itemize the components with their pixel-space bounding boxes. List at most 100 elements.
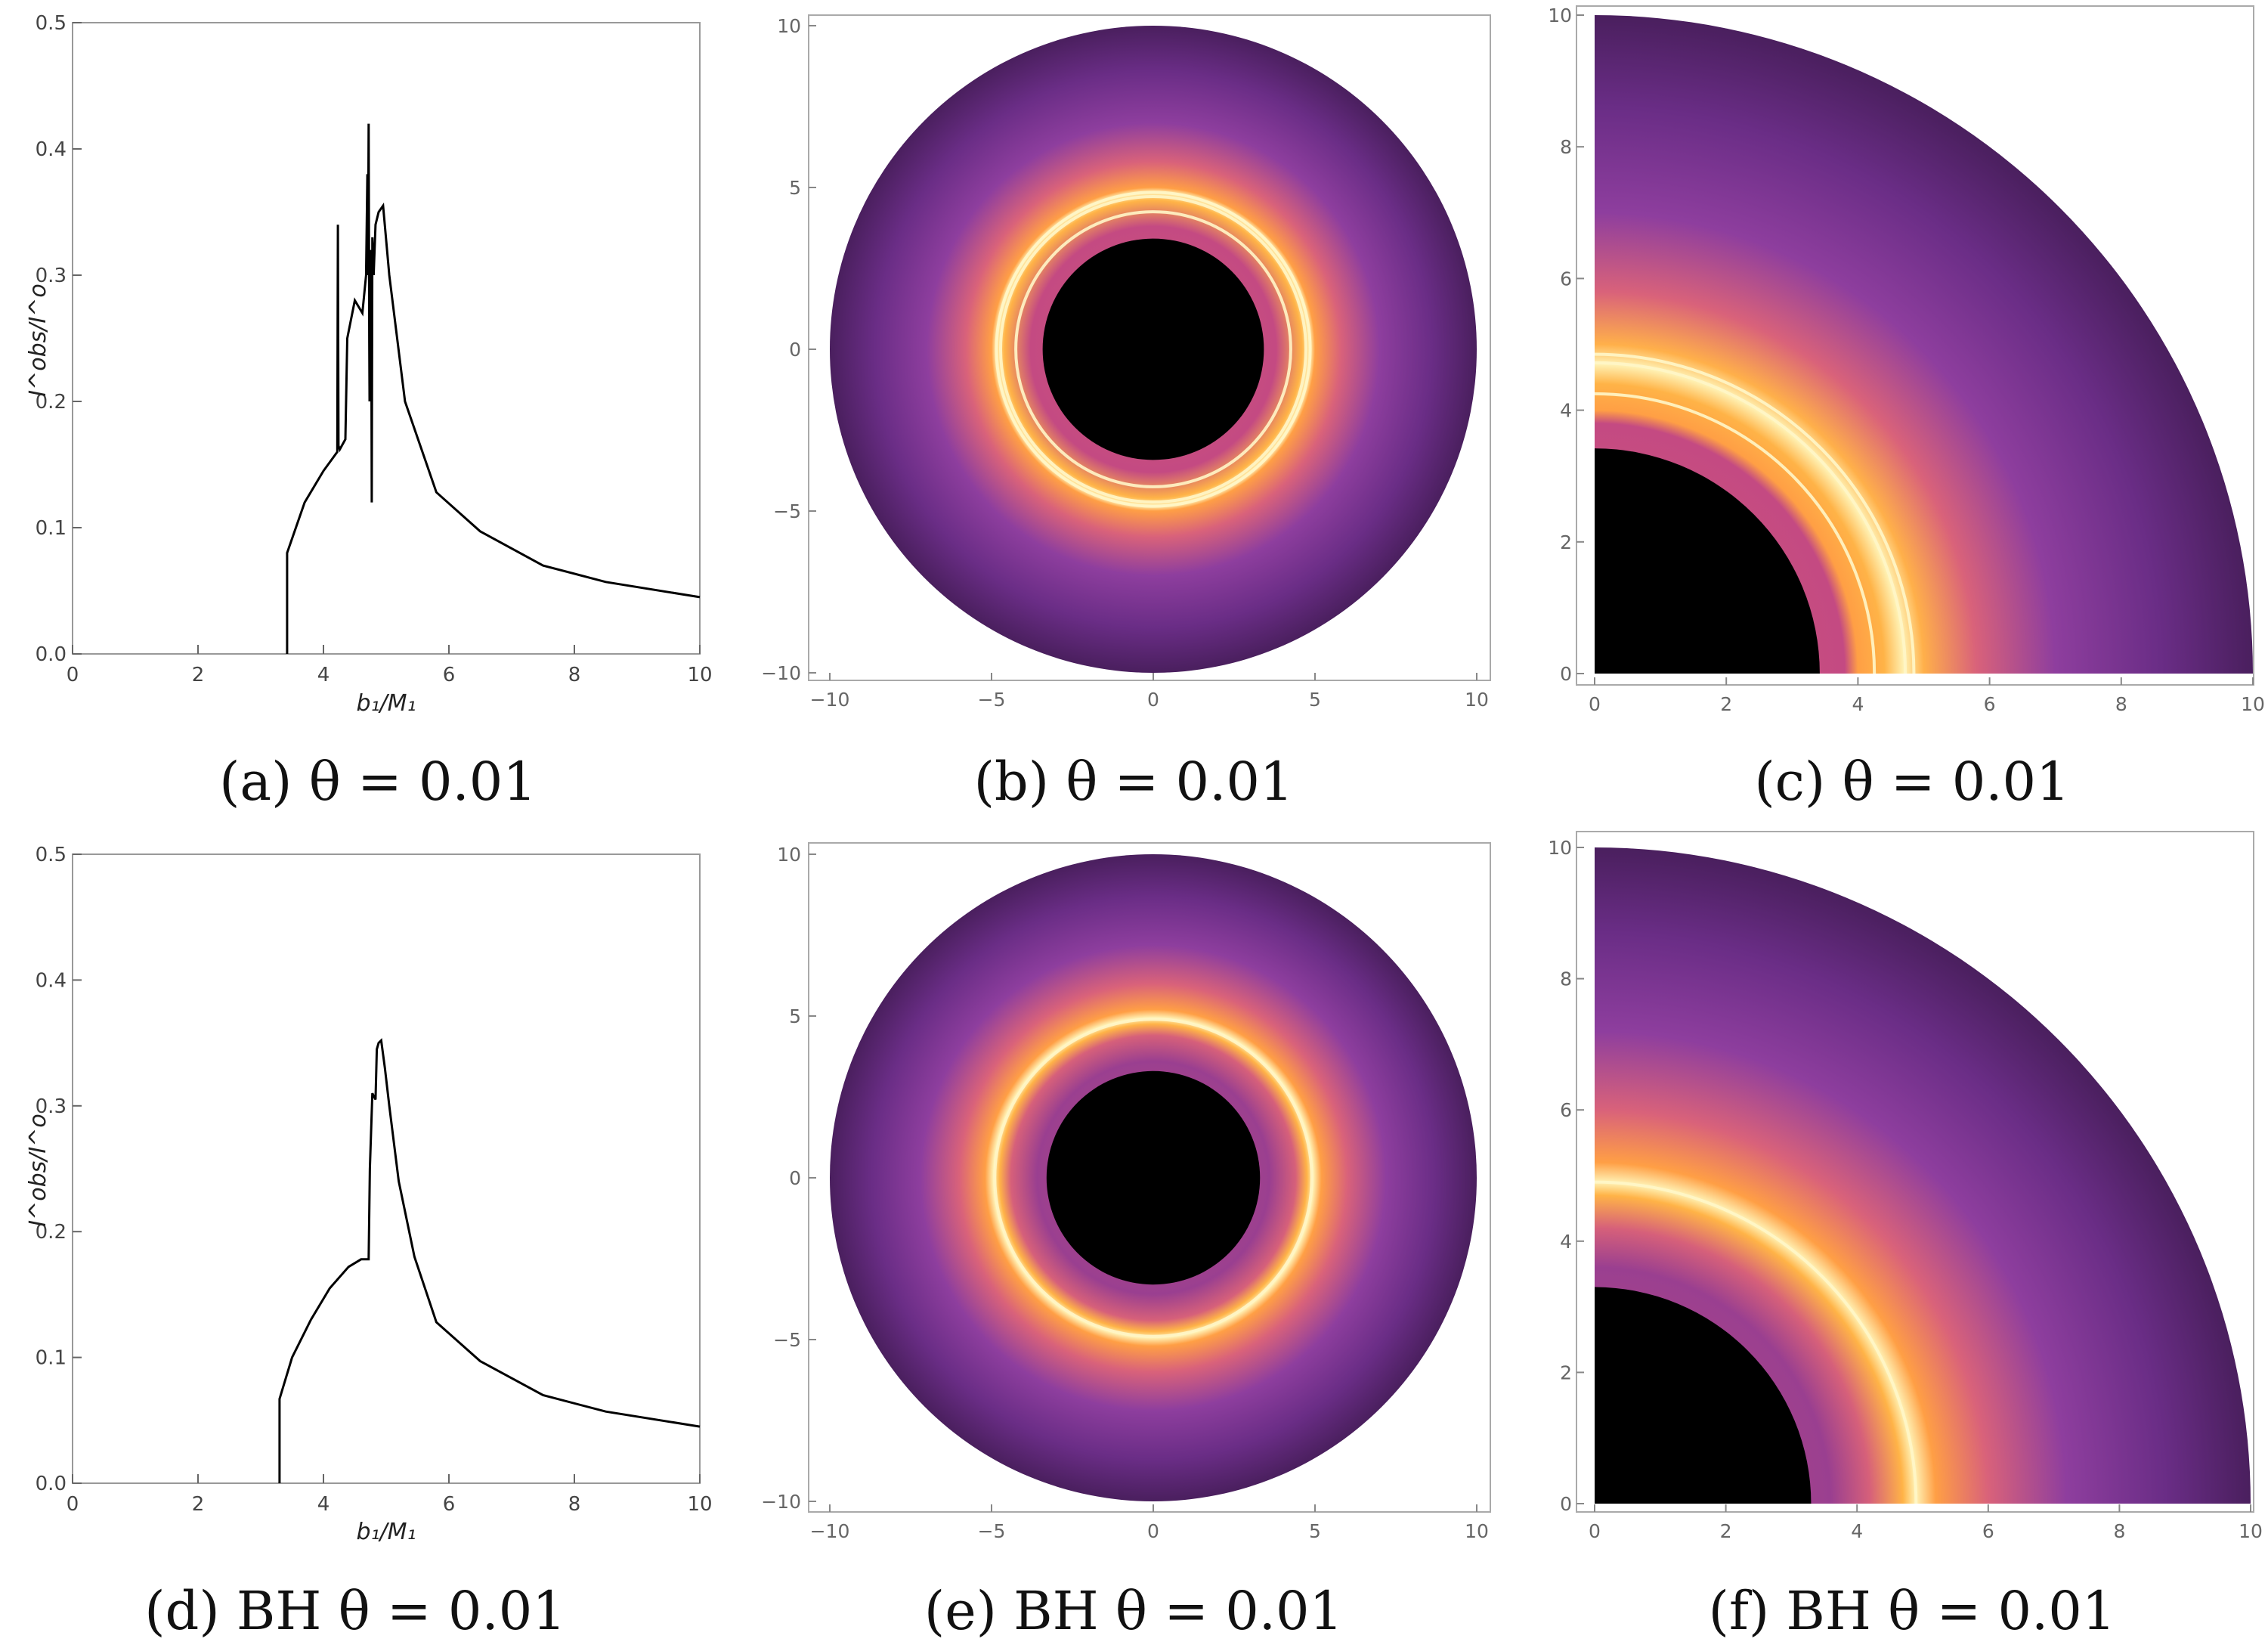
panel-d-xtick-label: 6	[443, 1493, 456, 1516]
panel-a-ticks: 0 2 4 6 8 10 0.0 0.1 0.2 0.3 0.4 0.5	[36, 12, 713, 686]
caption-b: (b) θ = 0.01	[974, 751, 1294, 813]
panel-c-ytick-label: 8	[1560, 136, 1572, 158]
panel-b-ytick-label: −5	[773, 500, 801, 522]
panel-d-ytick-label: 0.5	[36, 844, 67, 866]
panel-a-xlabel: b₁/M₁	[356, 690, 416, 717]
panel-a-ytick-label: 0.1	[36, 517, 67, 540]
panel-b-shadow	[1042, 238, 1264, 460]
panel-e-shadow	[1046, 1070, 1261, 1285]
caption-c: (c) θ = 0.01	[1754, 751, 2069, 813]
panel-d: 0 2 4 6 8 10 0.0 0.1 0.2 0.3 0.4 0.5 b₁/M₁ I^obs/I^…	[25, 844, 713, 1545]
panel-f-ytick-label: 2	[1560, 1362, 1572, 1383]
panel-b-ticks: −10 −5 0 5 10 −10 −5 0 5 10	[761, 15, 1489, 711]
panel-c-xtick-label: 8	[2115, 693, 2127, 715]
panel-d-curve	[278, 1038, 701, 1483]
panel-d-xtick-label: 8	[568, 1493, 581, 1516]
panel-e-rings	[993, 1018, 1313, 1338]
panel-b-rings	[995, 191, 1312, 508]
caption-f: (f) BH θ = 0.01	[1709, 1580, 2116, 1642]
panel-e-xtick-label: 10	[1465, 1520, 1489, 1542]
panel-d-ytick-label: 0.0	[36, 1473, 67, 1495]
caption-a: (a) θ = 0.01	[219, 751, 537, 813]
panel-f-xtick-label: 10	[2239, 1520, 2263, 1542]
panel-d-xlabel: b₁/M₁	[356, 1519, 416, 1545]
panel-c-photon-ring	[1594, 392, 1877, 674]
panel-e-xtick-label: 5	[1309, 1520, 1321, 1542]
panel-d-ytick-label: 0.3	[36, 1095, 67, 1118]
panel-b-photon-ring	[995, 191, 1312, 508]
panel-a-ytick-label: 0.4	[36, 138, 67, 161]
panel-c-xtick-label: 4	[1852, 693, 1864, 715]
panel-a-xtick-label: 2	[192, 664, 205, 686]
panel-c-xtick-label: 0	[1589, 693, 1601, 715]
panel-c-ticks: 0 2 4 6 8 10 0 2 4 6 8 10	[1548, 5, 2265, 715]
panel-a-ytick-label: 0.5	[36, 12, 67, 35]
panel-e-ytick-label: 5	[789, 1005, 801, 1027]
panel-e-ytick-label: 10	[777, 844, 801, 866]
panel-a-xtick-label: 6	[443, 664, 456, 686]
panel-d-xtick-label: 10	[687, 1493, 712, 1516]
panel-b-photon-ring	[1014, 210, 1292, 488]
panel-c-xtick-label: 10	[2241, 693, 2265, 715]
panel-e-xtick-label: −5	[978, 1520, 1006, 1542]
panel-b-frame	[808, 14, 1491, 681]
panel-b-xtick-label: −10	[810, 689, 850, 711]
panel-b-ytick-label: 5	[789, 177, 801, 199]
panel-c-rings	[1594, 352, 1916, 674]
panel-c-ytick-label: 4	[1560, 400, 1572, 422]
panel-f-ytick-label: 6	[1560, 1099, 1572, 1121]
panel-a-xtick-label: 4	[317, 664, 330, 686]
panel-a-ytick-label: 0.3	[36, 265, 67, 287]
panel-c-ytick-label: 2	[1560, 531, 1572, 553]
panel-f-photon-ring	[1594, 1180, 1918, 1504]
panel-a-xtick-label: 10	[687, 664, 712, 686]
panel-e-ytick-label: −5	[773, 1329, 801, 1351]
panel-e: −10 −5 0 5 10 −10 −5 0 5 10	[761, 842, 1491, 1542]
panel-c-xtick-label: 6	[1984, 693, 1996, 715]
panel-f-shadow	[1595, 1287, 1812, 1504]
panel-b-ytick-label: 10	[777, 15, 801, 37]
panel-b-ytick-label: −10	[761, 662, 801, 684]
panel-c: 0 2 4 6 8 10 0 2 4 6 8 10	[1548, 5, 2265, 715]
panel-c-xtick-label: 2	[1720, 693, 1732, 715]
panel-f-ytick-label: 8	[1560, 968, 1572, 990]
panel-e-xtick-label: 0	[1147, 1520, 1159, 1542]
panel-a-xtick-label: 8	[568, 664, 581, 686]
panel-e-xtick-label: −10	[810, 1520, 850, 1542]
panel-d-ytick-label: 0.2	[36, 1221, 67, 1244]
panel-a-xtick-label: 0	[67, 664, 79, 686]
panel-f-xtick-label: 0	[1589, 1520, 1601, 1542]
panel-a: 0 2 4 6 8 10 0.0 0.1 0.2 0.3 0.4 0.5 b₁/M₁ I^obs/I^…	[25, 12, 713, 717]
panel-e-ytick-label: 0	[789, 1167, 801, 1189]
panel-c-photon-ring	[1594, 361, 1908, 674]
panel-f-rings	[1594, 1180, 1918, 1504]
panel-d-ytick-label: 0.4	[36, 969, 67, 992]
panel-b: −10 −5 0 5 10 −10 −5 0 5 10	[761, 14, 1491, 711]
panel-a-curve	[286, 123, 701, 654]
panel-c-frame	[1576, 5, 2254, 686]
panel-d-xtick-label: 2	[192, 1493, 205, 1516]
panel-b-xtick-label: 5	[1309, 689, 1321, 711]
panel-f-xtick-label: 4	[1851, 1520, 1863, 1542]
panel-f-ytick-label: 10	[1548, 837, 1572, 859]
panel-e-photon-ring	[993, 1018, 1313, 1338]
panel-f-xtick-label: 2	[1720, 1520, 1732, 1542]
panel-b-xtick-label: 0	[1147, 689, 1159, 711]
panel-a-ytick-label: 0.2	[36, 391, 67, 414]
panel-c-disk	[1595, 15, 2253, 674]
panel-a-ylabel: I^obs/I^o	[25, 283, 51, 396]
panel-f-disk	[1595, 847, 2251, 1504]
panel-f-xtick-label: 8	[2113, 1520, 2125, 1542]
panel-d-ylabel: I^obs/I^o	[25, 1114, 51, 1226]
panel-f-ticks: 0 2 4 6 8 10 0 2 4 6 8 10	[1548, 837, 2263, 1542]
panel-e-ytick-label: −10	[761, 1491, 801, 1513]
panel-f-xtick-label: 6	[1982, 1520, 1994, 1542]
panel-a-ytick-label: 0.0	[36, 643, 67, 666]
caption-d: (d) BH θ = 0.01	[144, 1580, 566, 1642]
panel-f: 0 2 4 6 8 10 0 2 4 6 8 10	[1548, 831, 2263, 1542]
panel-c-photon-ring	[1594, 352, 1916, 674]
panel-b-photon-ring	[998, 194, 1308, 504]
panel-d-ticks: 0 2 4 6 8 10 0.0 0.1 0.2 0.3 0.4 0.5	[36, 844, 713, 1516]
panel-c-ytick-label: 6	[1560, 268, 1572, 290]
